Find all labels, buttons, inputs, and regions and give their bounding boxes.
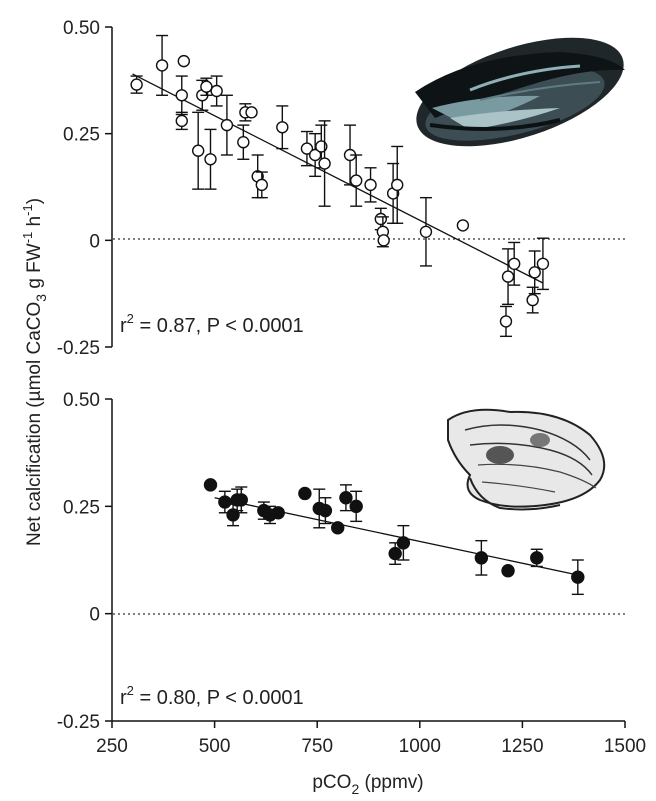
mussel-data-layer: [130, 34, 550, 338]
data-point: [364, 178, 377, 192]
data-point: [456, 219, 470, 232]
data-point: [245, 106, 258, 119]
y-tick-label: 0.50: [63, 390, 100, 411]
oyster-panel: -0.25 0 0.25 0.50 250 500 750 1000 1250 1500 r2 …: [57, 390, 646, 757]
data-point: [501, 270, 515, 283]
data-point: [175, 114, 188, 128]
data-point: [499, 315, 513, 328]
data-point: [377, 234, 390, 247]
data-point: [177, 54, 191, 68]
data-point: [237, 135, 250, 149]
data-point: [396, 536, 411, 550]
data-point: [155, 59, 169, 72]
data-point: [374, 212, 388, 226]
oyster-shell-illustration: [447, 408, 606, 511]
oyster-regression-stat: r2 = 0.80, P < 0.0001: [120, 683, 304, 709]
data-point: [204, 153, 217, 166]
x-tick-label: 1250: [501, 736, 543, 757]
data-point: [507, 257, 521, 270]
data-point: [474, 551, 489, 565]
x-axis-title: pCO2 (ppmv): [312, 772, 423, 797]
oyster-data-layer: [203, 478, 585, 596]
x-tick-label: 500: [199, 736, 231, 757]
data-point: [200, 80, 213, 93]
data-point: [391, 178, 404, 192]
data-point: [234, 493, 248, 507]
y-tick-label: -0.25: [57, 338, 100, 359]
y-tick-label: 0: [89, 231, 100, 252]
data-point: [318, 157, 331, 170]
data-point: [220, 118, 234, 132]
data-point: [419, 225, 433, 239]
data-point: [388, 546, 402, 561]
data-point: [528, 266, 541, 279]
data-point: [218, 495, 232, 509]
y-tick-label: 0: [89, 605, 100, 626]
data-point: [298, 486, 312, 501]
data-point: [255, 178, 268, 192]
data-point: [331, 521, 345, 535]
oyster-y-ticks: -0.25 0 0.25 0.50: [57, 390, 112, 733]
x-ticks: 250 500 750 1000 1250 1500: [96, 721, 646, 757]
data-point: [271, 506, 285, 520]
x-tick-label: 1500: [604, 736, 646, 757]
data-point: [276, 121, 289, 134]
y-tick-label: 0.25: [63, 497, 100, 518]
data-point: [349, 499, 363, 514]
x-tick-label: 250: [96, 736, 128, 757]
data-point: [300, 142, 314, 155]
data-point: [130, 78, 143, 91]
y-tick-label: 0.50: [63, 18, 100, 39]
data-point: [526, 293, 539, 307]
y-tick-label: 0.25: [63, 125, 100, 146]
data-point: [530, 551, 544, 565]
data-point: [210, 84, 223, 98]
data-point: [175, 89, 188, 102]
data-point: [203, 478, 218, 492]
y-axis-title: Net calcification (µmol CaCO3 g FW-1 h-1…: [20, 198, 49, 546]
data-point: [318, 503, 333, 518]
data-point: [226, 508, 240, 522]
data-point: [536, 257, 550, 270]
data-point: [349, 174, 363, 187]
x-tick-label: 750: [301, 736, 333, 757]
y-tick-label: -0.25: [57, 712, 100, 733]
x-tick-label: 1000: [399, 736, 441, 757]
mussel-shell-illustration: [415, 37, 625, 147]
mussel-regression-stat: r2 = 0.87, P < 0.0001: [120, 311, 304, 337]
data-point: [571, 570, 585, 584]
data-point: [339, 491, 353, 505]
data-point: [191, 144, 205, 157]
data-point: [501, 564, 515, 578]
mussel-y-ticks: -0.25 0 0.25 0.50: [57, 18, 112, 359]
mussel-panel: -0.25 0 0.25 0.50 r2 = 0.87, P < 0.0001: [57, 18, 626, 359]
regression-line: [132, 73, 544, 284]
